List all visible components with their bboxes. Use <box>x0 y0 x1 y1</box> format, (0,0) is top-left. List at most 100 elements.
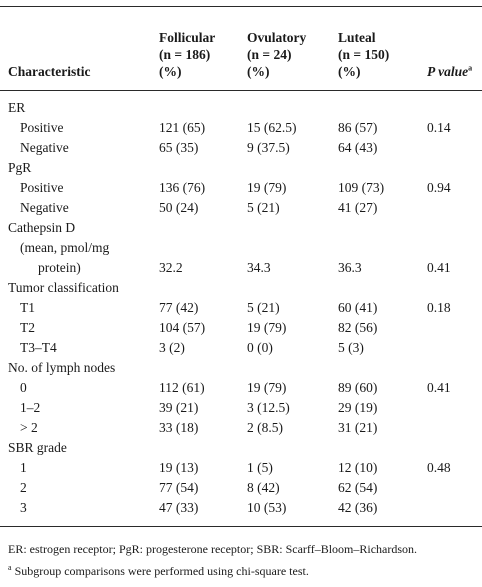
cell-ovulatory: 19 (79) <box>247 320 287 335</box>
table-row: 2 77 (54) 8 (42) 62 (54) <box>0 478 482 498</box>
footnote-abbreviations: ER: estrogen receptor; PgR: progesterone… <box>8 542 418 556</box>
cell-luteal: 42 (36) <box>338 500 378 515</box>
row-label: ER <box>8 100 26 115</box>
row-label: T3–T4 <box>20 340 57 355</box>
header-ovulatory-n: (n = 24) <box>247 47 292 62</box>
header-follicular-unit: (%) <box>159 64 182 79</box>
table-row: 0 112 (61) 19 (79) 89 (60) 0.41 <box>0 378 482 398</box>
cell-follicular: 39 (21) <box>159 400 199 415</box>
cell-ovulatory: 9 (37.5) <box>247 140 290 155</box>
cell-ovulatory: 2 (8.5) <box>247 420 283 435</box>
cell-ovulatory: 5 (21) <box>247 300 280 315</box>
row-label: Positive <box>20 120 64 135</box>
cell-pvalue: 0.48 <box>427 460 451 475</box>
table-row: Negative 50 (24) 5 (21) 41 (27) <box>0 198 482 218</box>
cell-ovulatory: 0 (0) <box>247 340 273 355</box>
top-rule <box>0 6 482 7</box>
row-label: protein) <box>38 260 81 275</box>
table-row: Tumor classification <box>0 278 482 298</box>
header-follicular: Follicular (n = 186) (%) <box>159 29 215 80</box>
table-row: Negative 65 (35) 9 (37.5) 64 (43) <box>0 138 482 158</box>
pvalue-sup: a <box>468 63 473 73</box>
header-characteristic: Characteristic <box>8 64 91 79</box>
cell-follicular: 77 (54) <box>159 480 199 495</box>
table-row: 1 19 (13) 1 (5) 12 (10) 0.48 <box>0 458 482 478</box>
row-label: 0 <box>20 380 27 395</box>
cell-ovulatory: 5 (21) <box>247 200 280 215</box>
table-row: 3 47 (33) 10 (53) 42 (36) <box>0 498 482 518</box>
table-row: Cathepsin D <box>0 218 482 238</box>
cell-luteal: 64 (43) <box>338 140 378 155</box>
header-pvalue: P valuea <box>427 63 472 80</box>
cell-ovulatory: 1 (5) <box>247 460 273 475</box>
cell-pvalue: 0.41 <box>427 260 451 275</box>
cell-ovulatory: 19 (79) <box>247 380 287 395</box>
cell-follicular: 77 (42) <box>159 300 199 315</box>
footnote-a-marker: a <box>8 563 12 572</box>
table-row: ER <box>0 98 482 118</box>
table-row: Positive 136 (76) 19 (79) 109 (73) 0.94 <box>0 178 482 198</box>
table-row: No. of lymph nodes <box>0 358 482 378</box>
cell-ovulatory: 15 (62.5) <box>247 120 297 135</box>
cell-follicular: 19 (13) <box>159 460 199 475</box>
cell-luteal: 60 (41) <box>338 300 378 315</box>
table-row: (mean, pmol/mg <box>0 238 482 258</box>
header-rule <box>0 90 482 91</box>
header-ovulatory-name: Ovulatory <box>247 30 307 45</box>
cell-luteal: 29 (19) <box>338 400 378 415</box>
cell-luteal: 36.3 <box>338 260 362 275</box>
cell-follicular: 65 (35) <box>159 140 199 155</box>
cell-pvalue: 0.41 <box>427 380 451 395</box>
cell-luteal: 82 (56) <box>338 320 378 335</box>
row-label: No. of lymph nodes <box>8 360 116 375</box>
cell-follicular: 32.2 <box>159 260 183 275</box>
header-follicular-name: Follicular <box>159 30 216 45</box>
bottom-rule <box>0 526 482 527</box>
cell-luteal: 62 (54) <box>338 480 378 495</box>
table-row: protein) 32.2 34.3 36.3 0.41 <box>0 258 482 278</box>
row-label: Negative <box>20 140 69 155</box>
table-row: PgR <box>0 158 482 178</box>
row-label: 2 <box>20 480 27 495</box>
cell-follicular: 112 (61) <box>159 380 205 395</box>
cell-follicular: 121 (65) <box>159 120 206 135</box>
table-row: > 2 33 (18) 2 (8.5) 31 (21) <box>0 418 482 438</box>
row-label: (mean, pmol/mg <box>20 240 110 255</box>
cell-ovulatory: 10 (53) <box>247 500 287 515</box>
table-row: T2 104 (57) 19 (79) 82 (56) <box>0 318 482 338</box>
cell-ovulatory: 8 (42) <box>247 480 280 495</box>
header-luteal: Luteal (n = 150) (%) <box>338 29 389 80</box>
footnote-a-text: Subgroup comparisons were performed usin… <box>11 564 309 578</box>
cell-luteal: 5 (3) <box>338 340 364 355</box>
cell-ovulatory: 3 (12.5) <box>247 400 290 415</box>
row-label: Cathepsin D <box>8 220 76 235</box>
row-label: > 2 <box>20 420 38 435</box>
header-ovulatory: Ovulatory (n = 24) (%) <box>247 29 306 80</box>
cell-luteal: 86 (57) <box>338 120 378 135</box>
table-row: 1–2 39 (21) 3 (12.5) 29 (19) <box>0 398 482 418</box>
cell-pvalue: 0.14 <box>427 120 451 135</box>
cell-follicular: 50 (24) <box>159 200 199 215</box>
pvalue-label: P value <box>427 64 469 79</box>
header-ovulatory-unit: (%) <box>247 64 270 79</box>
row-label: Negative <box>20 200 69 215</box>
cell-luteal: 12 (10) <box>338 460 378 475</box>
header-luteal-name: Luteal <box>338 30 376 45</box>
row-label: PgR <box>8 160 32 175</box>
cell-pvalue: 0.94 <box>427 180 451 195</box>
header-luteal-n: (n = 150) <box>338 47 390 62</box>
header-luteal-unit: (%) <box>338 64 361 79</box>
header-follicular-n: (n = 186) <box>159 47 211 62</box>
row-label: T2 <box>20 320 35 335</box>
cell-ovulatory: 19 (79) <box>247 180 287 195</box>
row-label: Tumor classification <box>8 280 119 295</box>
table-row: Positive 121 (65) 15 (62.5) 86 (57) 0.14 <box>0 118 482 138</box>
row-label: Positive <box>20 180 64 195</box>
cell-follicular: 136 (76) <box>159 180 206 195</box>
cell-ovulatory: 34.3 <box>247 260 271 275</box>
row-label: 3 <box>20 500 27 515</box>
table-row: SBR grade <box>0 438 482 458</box>
cell-pvalue: 0.18 <box>427 300 451 315</box>
row-label: 1 <box>20 460 27 475</box>
